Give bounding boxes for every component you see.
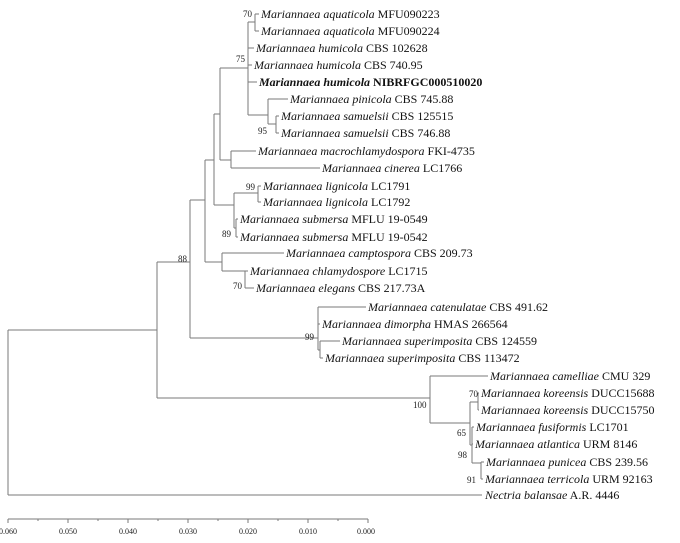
scale-tick-label: 0.060	[0, 527, 17, 536]
bootstrap-label: 100	[413, 400, 427, 410]
taxon-label: Mariannaea dimorpha HMAS 266564	[321, 317, 508, 331]
bootstrap-label: 70	[233, 281, 243, 291]
taxon-label: Mariannaea aquaticola MFU090223	[260, 7, 440, 21]
bootstrap-label: 65	[457, 428, 467, 438]
scale-tick-label: 0.050	[59, 527, 77, 536]
taxon-label: Mariannaea samuelsii CBS 746.88	[280, 126, 450, 140]
taxon-label: Mariannaea humicola CBS 102628	[255, 41, 428, 55]
taxon-label: Mariannaea submersa MFLU 19-0549	[239, 212, 428, 226]
scale-tick-label: 0.040	[119, 527, 137, 536]
taxon-label: Mariannaea macrochlamydospora FKI-4735	[257, 144, 475, 158]
taxon-label: Mariannaea koreensis DUCC15750	[480, 403, 655, 417]
scale-tick-label: 0.010	[299, 527, 317, 536]
taxon-label: Mariannaea koreensis DUCC15688	[480, 386, 655, 400]
bootstrap-label: 91	[467, 475, 476, 485]
taxon-labels: Mariannaea aquaticola MFU090223 Marianna…	[239, 7, 655, 502]
bootstrap-label: 89	[222, 229, 232, 239]
taxon-label: Mariannaea catenulatae CBS 491.62	[367, 300, 548, 314]
scale-tick-label: 0.000	[357, 527, 375, 536]
taxon-label: Mariannaea pinicola CBS 745.88	[289, 92, 453, 106]
taxon-label: Mariannaea punicea CBS 239.56	[485, 455, 648, 469]
bootstrap-label: 98	[458, 450, 468, 460]
bootstrap-label: 70	[243, 9, 253, 19]
taxon-label: Mariannaea superimposita CBS 124559	[341, 334, 537, 348]
bootstrap-label: 70	[469, 389, 479, 399]
bootstrap-label: 99	[246, 182, 256, 192]
taxon-label: Mariannaea chlamydospore LC1715	[249, 264, 428, 278]
scale-tick-label: 0.020	[239, 527, 257, 536]
taxon-label: Mariannaea lignicola LC1791	[262, 179, 410, 193]
taxon-label: Mariannaea samuelsii CBS 125515	[280, 109, 453, 123]
taxon-label: Mariannaea lignicola LC1792	[262, 195, 410, 209]
taxon-label: Mariannaea atlantica URM 8146	[474, 437, 637, 451]
bootstrap-values: 70 75 95 99 89 70 88 99 100 70 65 98 91	[178, 9, 479, 485]
taxon-label: Mariannaea aquaticola MFU090224	[260, 24, 440, 38]
taxon-label-highlighted: Mariannaea humicola NIBRFGC000510020	[258, 75, 482, 89]
taxon-label: Mariannaea superimposita CBS 113472	[324, 351, 520, 365]
taxon-label: Mariannaea elegans CBS 217.73A	[255, 281, 426, 295]
taxon-label: Mariannaea camptospora CBS 209.73	[285, 246, 473, 260]
scale-axis: 0.060 0.050 0.040 0.030 0.020 0.010 0.00…	[0, 518, 375, 536]
taxon-label: Mariannaea cinerea LC1766	[321, 161, 462, 175]
taxon-label: Mariannaea humicola CBS 740.95	[253, 58, 423, 72]
bootstrap-label: 75	[236, 54, 246, 64]
tree-branches	[7, 13, 488, 496]
bootstrap-label: 88	[178, 254, 188, 264]
taxon-label: Mariannaea camelliae CMU 329	[489, 369, 650, 383]
bootstrap-label: 95	[258, 126, 268, 136]
bootstrap-label: 99	[305, 332, 315, 342]
taxon-label: Mariannaea fusiformis LC1701	[475, 420, 629, 434]
taxon-label: Mariannaea terricola URM 92163	[484, 472, 653, 486]
scale-tick-label: 0.030	[179, 527, 197, 536]
taxon-label: Nectria balansae A.R. 4446	[484, 488, 619, 502]
taxon-label: Mariannaea submersa MFLU 19-0542	[239, 230, 428, 244]
